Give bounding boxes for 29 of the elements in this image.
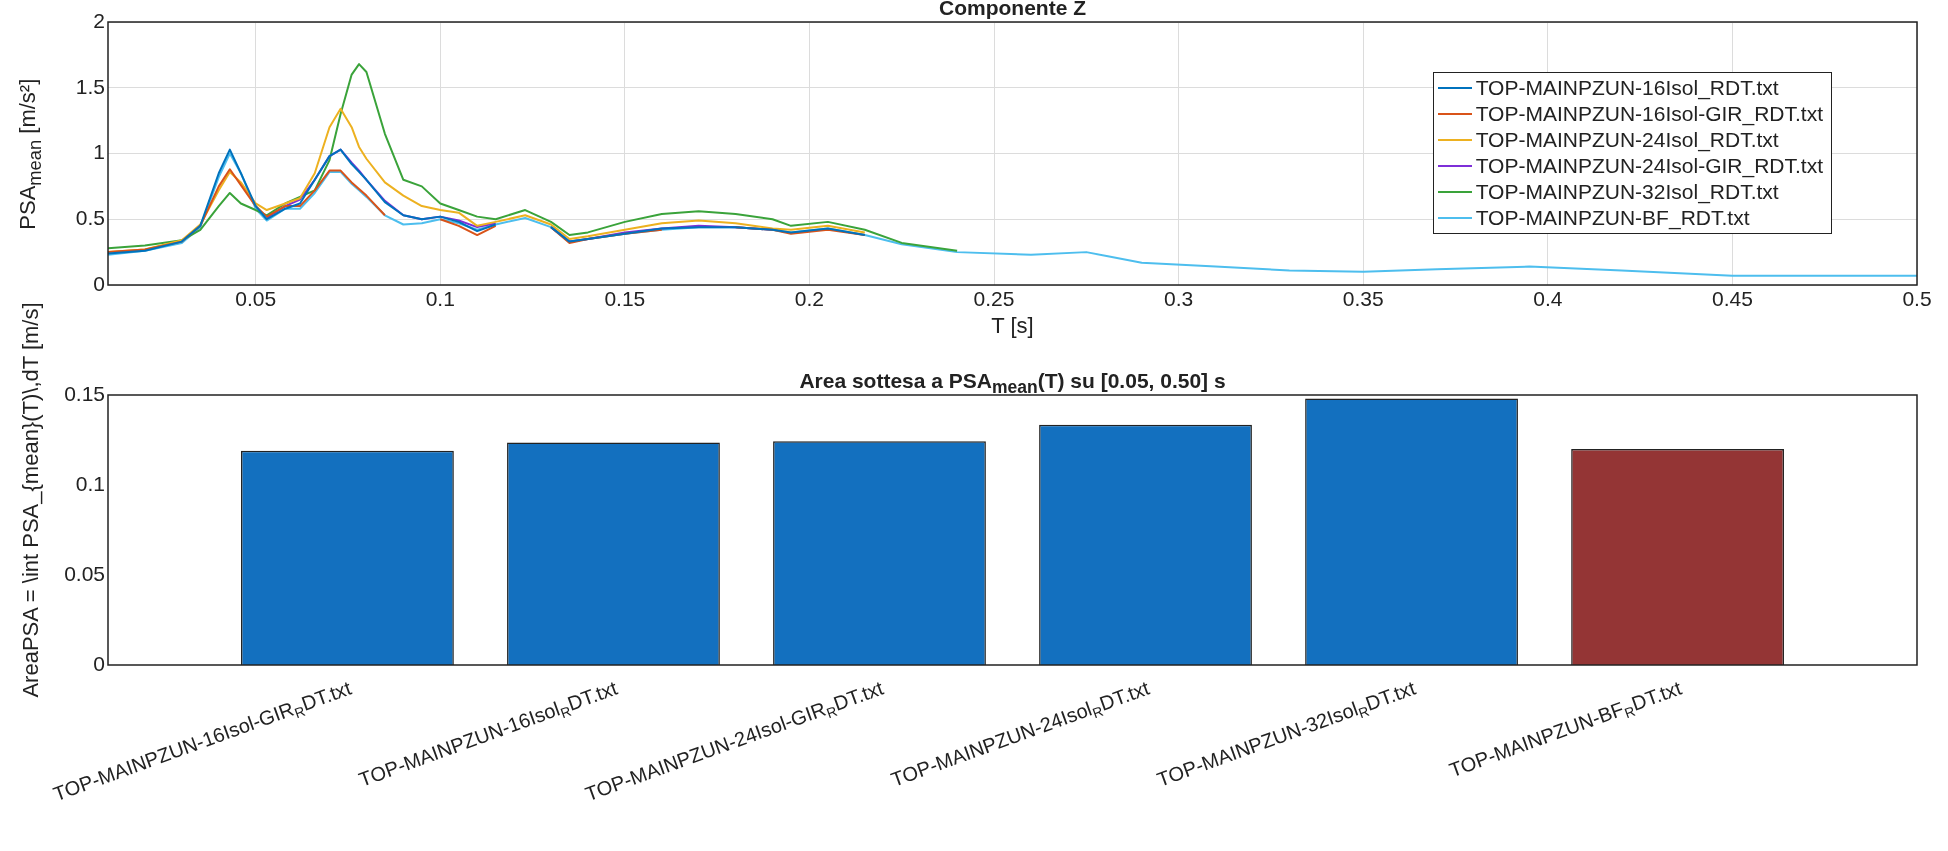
legend-label: TOP-MAINPZUN-16Isol-GIR_RDT.txt [1475,101,1823,127]
legend-label: TOP-MAINPZUN-24Isol_RDT.txt [1475,127,1779,153]
x-tick-label: 0.35 [1342,287,1384,311]
y-tick-label: 1 [93,140,105,164]
y-axis-title: AreaPSA = \int PSA_{mean}(T)\,dT [m/s] [17,302,44,698]
x-tick-label: 0.5 [1902,287,1932,311]
chart-title: Componente Z [938,0,1087,20]
x-tick-label: 0.25 [973,287,1015,311]
x-tick-label: 0.05 [235,287,277,311]
legend-label: TOP-MAINPZUN-32Isol_RDT.txt [1475,179,1779,205]
y-tick-label: 0 [93,651,105,675]
y-tick-label: 0.15 [64,381,105,405]
x-tick-label: 0.45 [1711,287,1753,311]
x-tick-label: 0.4 [1533,287,1563,311]
x-tick-label: 0.3 [1164,287,1194,311]
y-tick-label: 0 [93,271,105,295]
y-tick-label: 0.5 [75,206,105,230]
y-tick-label: 2 [93,8,105,32]
x-tick-label: 0.15 [604,287,646,311]
legend-label: TOP-MAINPZUN-24Isol-GIR_RDT.txt [1475,153,1823,179]
x-axis-title: T [s] [990,313,1035,339]
x-tick-label: 0.2 [794,287,825,311]
y-tick-label: 0.05 [64,561,105,585]
x-tick-label: 0.1 [425,287,455,311]
chart-title: Area sottesa a PSA$_{mean}$(T) su [0.05, 0.50] s [798,369,1227,399]
y-tick-label: 1.5 [75,74,105,98]
y-tick-label: 0.1 [75,471,105,495]
legend-label: TOP-MAINPZUN-BF_RDT.txt [1475,205,1750,231]
legend-label: TOP-MAINPZUN-16Isol_RDT.txt [1475,75,1779,101]
